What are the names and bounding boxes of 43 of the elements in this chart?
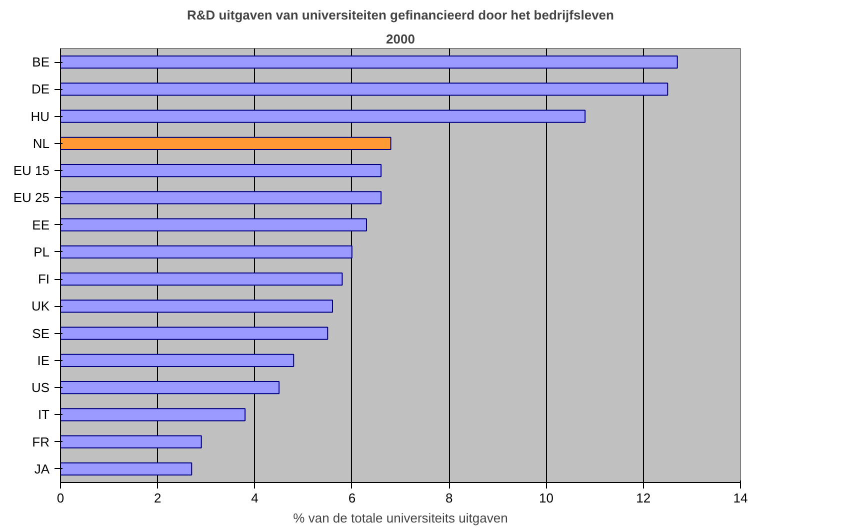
x-tick-label: 10 (538, 490, 554, 506)
x-tick-label: 8 (445, 490, 453, 506)
bar (60, 164, 382, 178)
y-tick-label: FI (38, 272, 50, 287)
y-tick-label: DE (31, 82, 50, 97)
y-tick-label: PL (34, 244, 50, 260)
bar (60, 136, 392, 150)
y-tick-label: UK (31, 298, 50, 314)
bar (60, 218, 367, 232)
x-tick-label: 12 (636, 490, 651, 506)
y-tick-label: IE (37, 352, 50, 368)
bar (60, 408, 246, 422)
bar (60, 300, 333, 313)
x-tick-label: 14 (733, 490, 748, 506)
bar (60, 380, 280, 394)
bar (60, 326, 328, 340)
y-tick-label: HU (30, 108, 50, 124)
bar (60, 354, 294, 368)
y-tick-label: EU 25 (13, 190, 50, 206)
y-tick-label: EE (32, 217, 50, 232)
x-tick-label: 2 (154, 490, 162, 506)
y-tick-label: SE (32, 326, 50, 341)
chart-subtitle: 2000 (386, 32, 415, 46)
bar (60, 272, 343, 286)
chart-title: R&D uitgaven van universiteiten gefinancieerd door het bedrijfsleven (187, 8, 614, 22)
y-tick-label: FR (32, 434, 50, 450)
bar (60, 435, 202, 448)
x-axis-title: % van de totale universiteits uitgaven (293, 510, 508, 526)
bar (60, 55, 678, 69)
bar (60, 82, 668, 96)
x-tick-label: 4 (251, 490, 258, 506)
bar (60, 191, 382, 204)
y-tick-label: EU 15 (13, 163, 50, 178)
bar (60, 110, 586, 123)
y-tick-label: US (31, 380, 50, 396)
y-tick-label: JA (34, 461, 50, 476)
bar (60, 462, 192, 476)
bar (60, 245, 352, 259)
x-tick-label: 0 (56, 490, 64, 506)
y-tick-label: BE (32, 54, 50, 70)
y-tick-label: NL (32, 136, 50, 151)
y-tick-label: IT (38, 407, 50, 422)
x-tick-label: 6 (348, 490, 356, 506)
